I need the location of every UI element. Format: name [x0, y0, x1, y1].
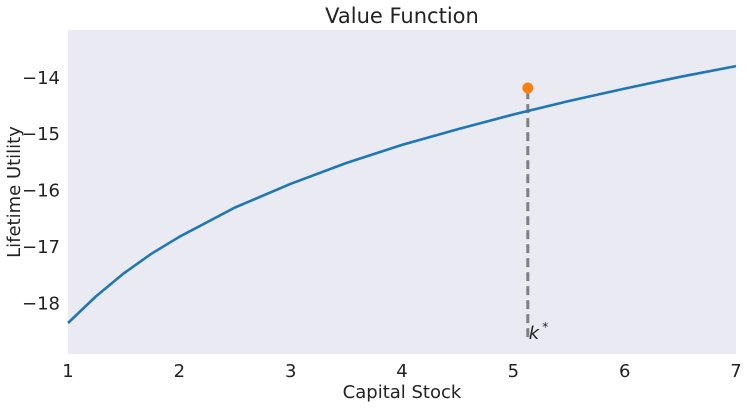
x-tick-label: 2 [174, 361, 185, 382]
y-tick-label: −16 [22, 181, 60, 202]
k-star-superscript: * [542, 320, 548, 334]
chart-title: Value Function [325, 4, 479, 28]
x-tick-label: 5 [508, 361, 519, 382]
y-tick-label: −17 [22, 237, 60, 258]
x-tick-label: 4 [396, 361, 407, 382]
y-tick-label: −14 [22, 68, 60, 89]
y-tick-label: −15 [22, 124, 60, 145]
x-tick-label: 6 [619, 361, 630, 382]
x-axis-label: Capital Stock [343, 382, 462, 403]
plot-area [68, 30, 736, 354]
y-axis-ticks: −14 −15 −16 −17 −18 [22, 68, 60, 314]
x-tick-label: 3 [285, 361, 296, 382]
value-function-line [67, 64, 737, 324]
optimal-capital-marker [522, 82, 534, 94]
x-tick-label: 1 [62, 361, 73, 382]
x-axis-ticks: 1 2 3 4 5 6 7 [62, 361, 741, 382]
y-tick-label: −18 [22, 293, 60, 314]
x-tick-label: 7 [730, 361, 741, 382]
y-axis-label: Lifetime Utility [4, 126, 25, 258]
